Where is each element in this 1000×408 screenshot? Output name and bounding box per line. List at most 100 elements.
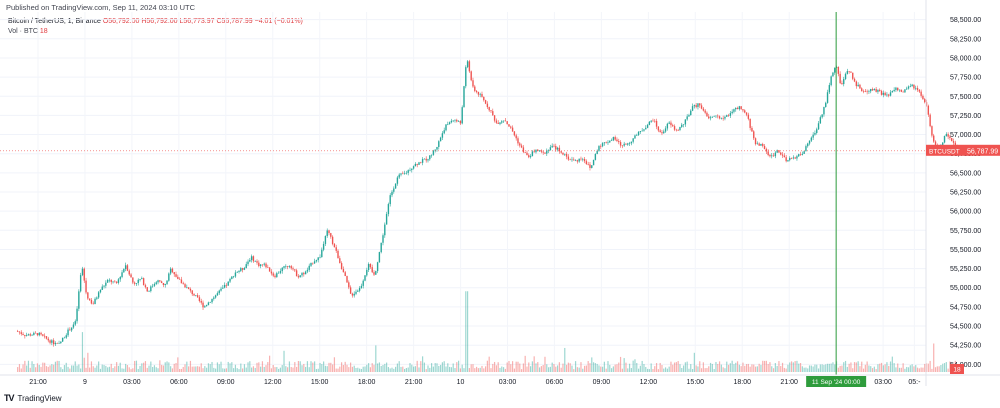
volume-bar: [260, 366, 262, 372]
volume-bar: [618, 362, 620, 372]
volume-bar: [236, 368, 238, 372]
candle-body: [151, 285, 154, 287]
candle-body: [207, 302, 210, 306]
time-axis[interactable]: 21:00 9 03:00 06:00 09:00 12:00 15:00 18:00 21:0…: [0, 374, 1000, 386]
candle-body: [277, 272, 280, 274]
candle-body: [943, 135, 946, 143]
volume-bar: [747, 363, 749, 372]
candle-body: [535, 149, 537, 153]
volume-bar: [398, 361, 400, 372]
volume-bar: [256, 362, 258, 372]
candle-body: [699, 103, 701, 106]
volume-bar: [368, 363, 370, 372]
price-axis[interactable]: 58,500.00 58,250.00 58,000.00 57,750.00 57,5…: [925, 0, 981, 386]
candle-body: [817, 123, 820, 130]
candle-body: [308, 265, 310, 270]
volume-bar: [387, 367, 390, 372]
volume-bar: [841, 365, 843, 372]
volume-bar: [646, 368, 649, 372]
volume-bar: [612, 366, 614, 372]
volume-bar: [78, 364, 80, 372]
symbol-label[interactable]: Bitcoin / TetherUS, 1, Binance: [8, 18, 101, 25]
volume-bar: [510, 364, 512, 372]
candle-body: [418, 162, 420, 165]
symbol-tag-text: BTCUSDT: [929, 148, 960, 155]
volume-bar: [499, 367, 501, 372]
volume-label[interactable]: Vol · BTC: [8, 28, 38, 35]
x-tick-label: 05:-: [908, 379, 921, 386]
candle-body: [711, 116, 714, 118]
candle-body: [898, 89, 901, 91]
volume-bar: [270, 368, 273, 372]
volume-bar: [144, 361, 147, 372]
candle-body: [389, 195, 391, 205]
candle-body: [715, 115, 717, 117]
candle-body: [470, 71, 472, 81]
volume-bar: [459, 368, 461, 372]
candle-body: [133, 282, 136, 284]
volume-bar: [182, 366, 184, 372]
volume-bar: [870, 366, 872, 372]
volume-bar: [474, 368, 476, 372]
volume-bar: [33, 363, 35, 372]
candle-body: [684, 119, 687, 125]
volume-bar: [807, 368, 809, 372]
volume-bar: [781, 362, 784, 372]
candle-body: [243, 268, 246, 270]
volume-bar: [799, 363, 802, 372]
volume-bar: [852, 368, 854, 372]
volume-bar: [709, 362, 712, 372]
volume-bar: [308, 367, 310, 372]
candle-body: [423, 158, 426, 160]
volume-bar: [348, 367, 350, 372]
volume-bar: [443, 361, 445, 372]
volume-bar: [515, 361, 517, 372]
volume-bar: [240, 363, 242, 372]
candle-body: [933, 135, 935, 142]
volume-bar: [150, 361, 152, 372]
volume-bar: [153, 365, 156, 372]
x-tick-label: 03:00: [123, 379, 141, 386]
volume-bar: [357, 367, 359, 372]
volume-bar: [319, 362, 321, 372]
candle-body: [693, 105, 696, 107]
candle-body: [78, 291, 80, 309]
volume-bar: [267, 362, 269, 372]
candle-body: [868, 91, 870, 92]
volume-bar: [736, 361, 739, 372]
volume-bar: [425, 369, 427, 372]
candle-body: [929, 114, 931, 127]
y-tick-label: 57,250.00: [950, 113, 981, 120]
x-tick-label: 15:00: [687, 379, 705, 386]
candle-body: [580, 158, 582, 160]
candle-body: [601, 143, 604, 147]
candle-body: [612, 137, 615, 141]
x-tick-label: 9: [83, 379, 87, 386]
candle-body: [695, 105, 697, 107]
candle-body: [646, 124, 649, 128]
volume-bar: [402, 366, 404, 372]
candle-body: [450, 120, 453, 123]
candle-body: [25, 335, 28, 337]
candle-body: [168, 273, 170, 281]
x-tick-label: 12:00: [640, 379, 658, 386]
candle-body: [565, 153, 568, 157]
candle-body: [807, 143, 809, 147]
candle-body: [790, 157, 793, 159]
volume-bar: [202, 368, 204, 372]
candle-body: [274, 275, 276, 278]
candle-body: [135, 283, 138, 284]
candle-body: [74, 321, 76, 325]
volume-bar: [60, 367, 62, 372]
volume-bar: [375, 345, 377, 372]
volume-bar: [589, 363, 591, 372]
volume-bar: [94, 367, 96, 372]
candle-body: [619, 142, 622, 146]
volume-bar: [450, 367, 452, 372]
candle-body: [763, 145, 766, 150]
volume-bar: [571, 365, 573, 372]
volume-bar: [126, 365, 129, 372]
volume-bar: [206, 367, 208, 372]
x-tick-label: 21:00: [780, 379, 798, 386]
